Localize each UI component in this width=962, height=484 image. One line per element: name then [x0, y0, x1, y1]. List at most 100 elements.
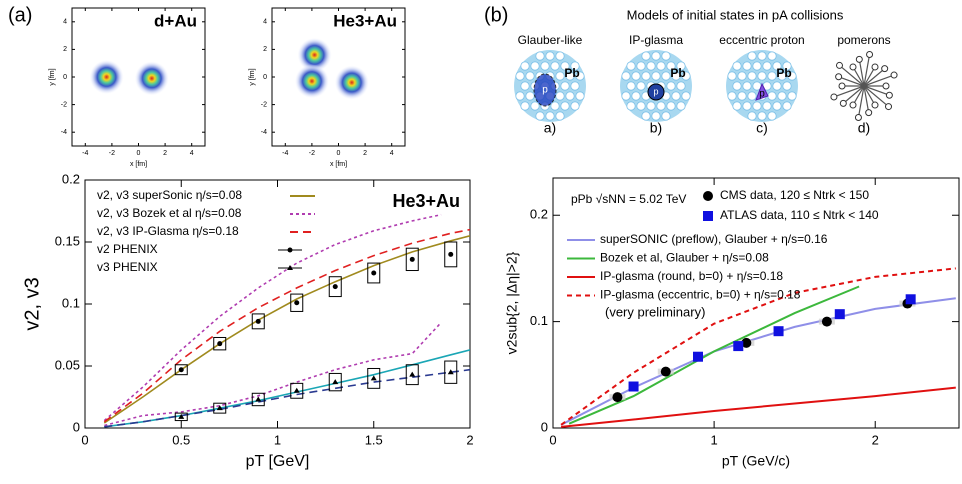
- nucleon: [681, 71, 691, 81]
- marker: [332, 284, 338, 290]
- nucleon: [767, 91, 777, 101]
- proton-label: p: [542, 85, 548, 96]
- x-axis-label: pT [GeV]: [246, 453, 310, 470]
- x-tick-label: -4: [82, 150, 88, 157]
- nucleon: [782, 61, 792, 71]
- nucleus-label: Pb: [670, 66, 685, 80]
- nucleon: [565, 71, 575, 81]
- annotation: He3+Au: [392, 191, 460, 211]
- model-curve: [560, 297, 956, 426]
- nucleon: [520, 101, 530, 111]
- nucleon: [727, 71, 737, 81]
- model-curve: [560, 267, 956, 426]
- marker: [660, 366, 671, 377]
- pomeron: [863, 85, 890, 96]
- nucleon: [782, 81, 792, 91]
- sys-box: [444, 241, 458, 268]
- x-tick-label: 4: [190, 150, 194, 157]
- y-tick-label: 0.2: [62, 171, 80, 186]
- nucleon: [545, 111, 555, 121]
- panel-label: (b): [484, 4, 508, 26]
- nucleon: [777, 71, 787, 81]
- marker: [821, 316, 832, 327]
- nucleon: [550, 101, 560, 111]
- y-tick-label: 0: [263, 74, 267, 81]
- sys-box: [290, 293, 304, 312]
- sys-box: [213, 336, 227, 351]
- model-label: a): [544, 120, 556, 136]
- x-tick-label: -4: [282, 150, 288, 157]
- y-tick-label: 0: [541, 419, 548, 434]
- nucleon: [676, 81, 686, 91]
- y-tick-label: 0: [73, 419, 80, 434]
- density-blob: [134, 61, 169, 96]
- nucleon: [732, 81, 742, 91]
- parton: [882, 82, 890, 90]
- nucleon: [560, 101, 570, 111]
- pomeron: [863, 66, 876, 87]
- parton: [885, 91, 893, 99]
- density-blob: [89, 60, 124, 94]
- pomeron: [839, 64, 865, 87]
- pomeron: [863, 54, 871, 87]
- legend-label: v2, v3 IP-Glasma η/s=0.18: [97, 224, 239, 238]
- nucleon: [651, 71, 661, 81]
- pomeron: [852, 85, 865, 106]
- nucleon: [530, 61, 540, 71]
- sys-box: [367, 262, 381, 284]
- nucleon: [525, 91, 535, 101]
- model-name: IP-glasma: [629, 33, 683, 47]
- x-tick-label: -2: [109, 150, 115, 157]
- y-tick-label: 0.1: [62, 295, 80, 310]
- models-title: Models of initial states in pA collision…: [627, 7, 844, 22]
- nucleon: [737, 71, 747, 81]
- x-tick-label: 0: [549, 432, 556, 447]
- pomeron: [857, 85, 865, 118]
- y-tick-label: 4: [63, 19, 67, 26]
- nucleon: [626, 81, 636, 91]
- plot-frame: [552, 177, 960, 429]
- sys-box: [444, 360, 458, 384]
- nucleon: [570, 81, 580, 91]
- parton: [865, 109, 873, 117]
- nucleon: [555, 71, 565, 81]
- marker: [448, 251, 454, 257]
- nucleon: [535, 111, 545, 121]
- legend-label: IP-glasma (eccentric, b=0) + η/s=0.18: [600, 288, 801, 302]
- model-name: eccentric proton: [719, 33, 804, 47]
- parton: [839, 99, 847, 107]
- legend-label: ATLAS data, 110 ≤ Ntrk < 140: [720, 208, 879, 222]
- nucleon: [752, 61, 762, 71]
- nucleon: [767, 51, 777, 61]
- nucleon: [570, 101, 580, 111]
- nucleon: [631, 91, 641, 101]
- legend-label: v2, v3 superSonic η/s=0.08: [97, 188, 242, 202]
- y-axis-label: y [fm]: [249, 68, 256, 85]
- proton: [647, 83, 665, 101]
- x-tick-label: 1: [274, 432, 281, 447]
- nucleon: [747, 91, 757, 101]
- model-curve: [104, 349, 470, 428]
- x-tick-label: 0.5: [172, 432, 190, 447]
- pomeron: [833, 85, 865, 98]
- proton-label: p: [653, 86, 658, 96]
- pomeron: [842, 85, 865, 104]
- y-axis-label: v2sub{2, |Δη|>2}: [504, 251, 520, 354]
- nucleon: [752, 101, 762, 111]
- marker: [371, 270, 377, 276]
- proton: [755, 82, 769, 101]
- y-tick-label: -4: [61, 129, 67, 136]
- model-name: Glauber-like: [518, 33, 583, 47]
- y-tick-label: 0.1: [530, 313, 548, 328]
- pomeron: [863, 85, 876, 106]
- x-tick-label: 2: [466, 432, 473, 447]
- legend-label: v2 PHENIX: [97, 242, 158, 256]
- nucleon: [676, 101, 686, 111]
- legend-label: Bozek et al, Glauber + η/s=0.08: [600, 251, 769, 265]
- sys-box: [367, 367, 381, 389]
- sys-box: [251, 313, 265, 330]
- nucleon: [656, 101, 666, 111]
- proton: [533, 73, 557, 107]
- marker: [178, 413, 185, 419]
